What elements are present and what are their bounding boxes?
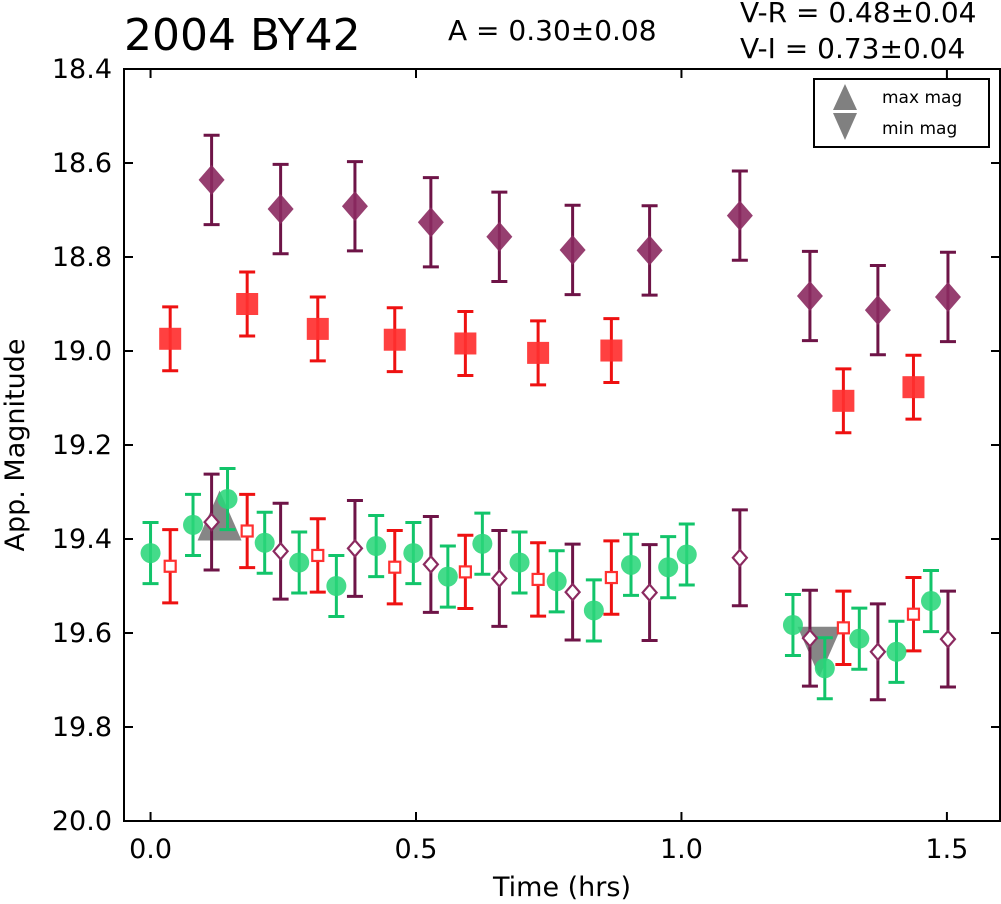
data-point-diamond-filled bbox=[636, 235, 663, 266]
data-point-circle-filled bbox=[472, 533, 493, 554]
data-point-square-filled bbox=[236, 293, 259, 315]
data-point-square-open bbox=[604, 570, 618, 585]
data-point-diamond-filled bbox=[934, 281, 961, 312]
data-point-diamond-open bbox=[490, 568, 508, 589]
axis-ticks: 0.0 0.5 1.0 1.5 18.4 18.6 18.8 19.0 19.2 19.4 19.6… bbox=[52, 54, 1000, 865]
data-point-diamond-open bbox=[564, 582, 582, 602]
y-tick-label: 19.2 bbox=[52, 430, 112, 461]
x-tick-label: 0.0 bbox=[129, 834, 172, 865]
data-point-square-open bbox=[163, 559, 177, 573]
data-point-square-open bbox=[240, 524, 254, 538]
y-tick-label: 18.4 bbox=[52, 54, 112, 85]
data-point-square-filled bbox=[306, 317, 329, 340]
data-point-circle-filled bbox=[140, 543, 161, 564]
data-point-diamond-filled bbox=[864, 295, 891, 326]
data-point-diamond-filled bbox=[486, 221, 513, 252]
data-point-diamond-open bbox=[203, 512, 221, 532]
data-point-diamond-open bbox=[346, 538, 364, 559]
data-point-diamond-open bbox=[801, 628, 819, 648]
data-point-square-open bbox=[531, 572, 545, 587]
data-point-diamond-open bbox=[939, 629, 957, 649]
chart-title: 2004 BY42 bbox=[124, 10, 361, 61]
data-point-circle-filled bbox=[920, 591, 941, 612]
y-tick-label: 19.0 bbox=[52, 336, 112, 367]
data-point-square-open bbox=[836, 621, 850, 635]
data-point-circle-filled bbox=[814, 658, 835, 679]
data-point-square-filled bbox=[159, 327, 182, 350]
legend: max mag min mag bbox=[813, 78, 990, 148]
legend-max-mag-icon bbox=[833, 84, 857, 110]
v-i-color-text: V-I = 0.73±0.04 bbox=[740, 32, 966, 65]
data-point-circle-filled bbox=[849, 628, 870, 649]
data-point-diamond-filled bbox=[559, 234, 586, 265]
data-point-diamond-open bbox=[731, 548, 749, 568]
data-point-square-filled bbox=[600, 339, 623, 362]
data-point-diamond-filled bbox=[726, 200, 753, 231]
data-point-circle-filled bbox=[289, 552, 310, 573]
data-point-diamond-open bbox=[422, 554, 440, 575]
data-point-diamond-open bbox=[641, 582, 659, 603]
data-point-square-filled bbox=[832, 389, 855, 412]
data-point-square-open bbox=[906, 607, 921, 621]
y-tick-label: 20.0 bbox=[52, 806, 112, 837]
x-axis-label: Time (hrs) bbox=[492, 872, 631, 903]
data-point-circle-filled bbox=[326, 576, 347, 596]
data-point-circle-filled bbox=[437, 566, 458, 587]
legend-max-mag-label: max mag bbox=[882, 88, 962, 108]
data-point-circle-filled bbox=[254, 532, 275, 553]
data-point-square-filled bbox=[383, 328, 406, 351]
data-point-circle-filled bbox=[546, 571, 567, 592]
data-point-circle-filled bbox=[509, 552, 530, 573]
data-point-diamond-open bbox=[272, 541, 290, 561]
data-point-square-open bbox=[388, 560, 402, 574]
x-tick-label: 1.5 bbox=[925, 834, 968, 865]
data-point-diamond-filled bbox=[198, 164, 225, 195]
data-point-circle-filled bbox=[403, 543, 424, 564]
data-point-square-open bbox=[458, 565, 472, 579]
y-tick-label: 19.4 bbox=[52, 524, 112, 555]
amplitude-text: A = 0.30±0.08 bbox=[448, 14, 657, 47]
data-point-circle-filled bbox=[583, 600, 604, 621]
data-point-diamond-open bbox=[869, 642, 887, 662]
v-r-color-text: V-R = 0.48±0.04 bbox=[740, 0, 977, 29]
y-tick-label: 18.6 bbox=[52, 148, 112, 179]
plot-frame bbox=[123, 68, 1001, 822]
data-points bbox=[140, 164, 961, 679]
data-point-circle-filled bbox=[217, 489, 238, 510]
data-point-square-filled bbox=[527, 341, 550, 364]
data-point-circle-filled bbox=[782, 615, 803, 636]
x-tick-label: 1.0 bbox=[660, 834, 703, 865]
data-point-diamond-filled bbox=[341, 191, 368, 222]
data-point-diamond-filled bbox=[796, 281, 823, 312]
error-bars bbox=[142, 133, 956, 702]
y-tick-label: 18.8 bbox=[52, 242, 112, 273]
legend-min-mag-icon bbox=[833, 113, 857, 140]
data-point-square-open bbox=[311, 548, 325, 563]
data-point-diamond-filled bbox=[417, 207, 444, 238]
y-tick-label: 19.8 bbox=[52, 712, 112, 743]
x-tick-label: 0.5 bbox=[395, 834, 438, 865]
data-point-square-filled bbox=[902, 376, 925, 399]
data-point-diamond-filled bbox=[267, 194, 294, 225]
data-point-circle-filled bbox=[183, 514, 204, 535]
data-point-circle-filled bbox=[621, 554, 642, 575]
data-point-square-filled bbox=[454, 332, 477, 355]
data-point-circle-filled bbox=[886, 641, 907, 662]
data-point-circle-filled bbox=[658, 557, 679, 578]
y-tick-label: 19.6 bbox=[52, 618, 112, 649]
data-point-circle-filled bbox=[366, 536, 387, 557]
data-point-circle-filled bbox=[676, 544, 697, 565]
legend-min-mag-label: min mag bbox=[882, 119, 957, 139]
y-axis-label: App. Magnitude bbox=[0, 339, 31, 552]
